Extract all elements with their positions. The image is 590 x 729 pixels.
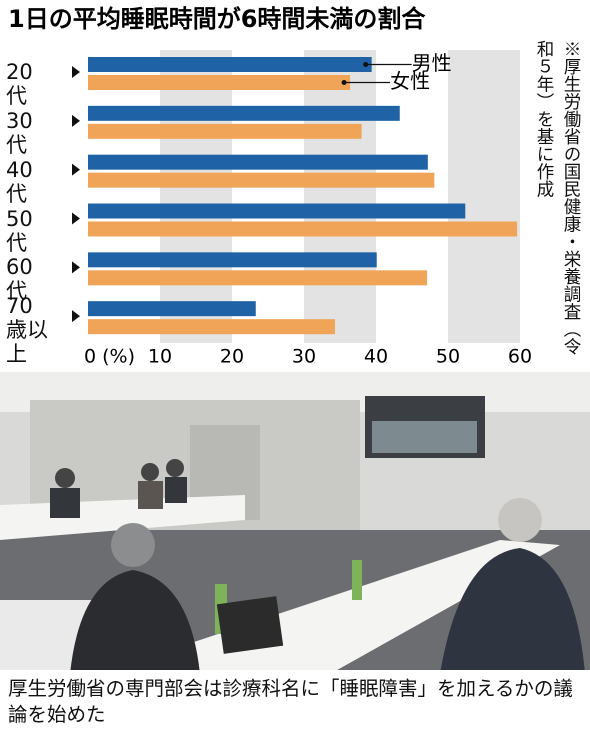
bar xyxy=(88,221,518,237)
category-marker xyxy=(72,212,80,225)
y-tick-label: 70歳以上 xyxy=(6,294,48,367)
x-tick-label: 20 xyxy=(220,346,244,368)
category-marker xyxy=(72,66,80,78)
x-tick-label: 60 xyxy=(508,346,532,368)
x-tick-label: 40 xyxy=(364,346,388,368)
bar xyxy=(88,57,372,72)
bar xyxy=(88,75,351,90)
bar xyxy=(88,252,377,268)
y-tick-label: 50代 xyxy=(6,206,33,255)
bar xyxy=(88,301,256,317)
bar xyxy=(88,319,335,335)
caption: 厚生労働省の専門部会は診療科名に「睡眠障害」を加えるかの議論を始めた xyxy=(8,677,573,726)
y-tick-label: 40代 xyxy=(6,157,33,206)
bar xyxy=(88,203,466,219)
category-marker xyxy=(72,163,80,176)
x-tick-label: 50 xyxy=(436,346,460,368)
note: ※厚生労働省の国民健康・栄養調査（令和５年）を基に作成 xyxy=(534,40,581,355)
y-tick-label: 20代 xyxy=(6,60,33,108)
bar xyxy=(88,154,428,170)
category-marker xyxy=(72,114,80,127)
y-tick-label: 60代 xyxy=(6,255,33,304)
y-tick-label: 30代 xyxy=(6,108,33,157)
x-tick-label: 30 xyxy=(292,346,316,368)
bar xyxy=(88,172,435,188)
chart-title: 1日の平均睡眠時間が6時間未満の割合 xyxy=(8,5,426,33)
legend-label: 女性 xyxy=(390,69,430,93)
grid-band xyxy=(304,50,376,343)
grid-band xyxy=(160,50,232,343)
bar xyxy=(88,105,400,121)
bar xyxy=(88,123,362,139)
grid-band xyxy=(448,50,520,343)
photo xyxy=(0,372,590,729)
legend-label: 男性 xyxy=(412,51,452,75)
x-tick-label: 10 xyxy=(148,346,172,368)
category-marker xyxy=(72,261,80,274)
x-tick-label: 0 (%) xyxy=(84,346,135,368)
category-marker xyxy=(72,310,80,323)
bar xyxy=(88,270,428,286)
